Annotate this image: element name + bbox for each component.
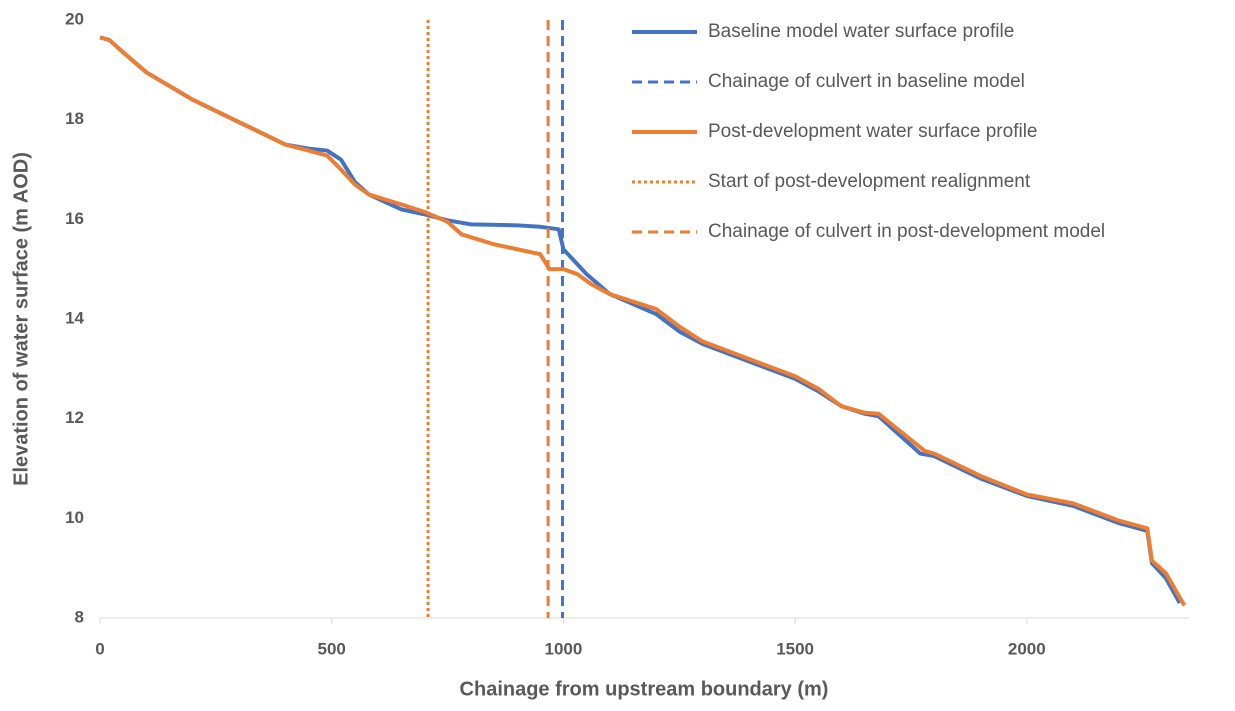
x-tick-label: 2000 [1008, 639, 1046, 658]
x-tick-label: 1500 [776, 639, 814, 658]
y-tick-label: 12 [65, 408, 84, 427]
y-tick-label: 16 [65, 209, 84, 228]
y-tick-label: 18 [65, 109, 84, 128]
legend-label: Baseline model water surface profile [708, 21, 1014, 42]
y-tick-label: 8 [75, 607, 84, 626]
legend-label: Post-development water surface profile [708, 121, 1038, 142]
y-axis-title: Elevation of water surface (m AOD) [10, 152, 32, 486]
x-axis-title: Chainage from upstream boundary (m) [460, 678, 829, 700]
legend-label: Chainage of culvert in baseline model [708, 71, 1025, 92]
x-tick-label: 500 [318, 639, 346, 658]
x-tick-label: 1000 [544, 639, 582, 658]
series-line [99, 35, 1187, 607]
y-tick-label: 20 [65, 9, 84, 28]
y-tick-label: 10 [65, 508, 84, 527]
y-tick-label: 14 [65, 308, 84, 327]
legend-label: Start of post-development realignment [708, 171, 1031, 192]
x-tick-label: 0 [95, 639, 104, 658]
legend-label: Chainage of culvert in post-development … [708, 221, 1105, 242]
